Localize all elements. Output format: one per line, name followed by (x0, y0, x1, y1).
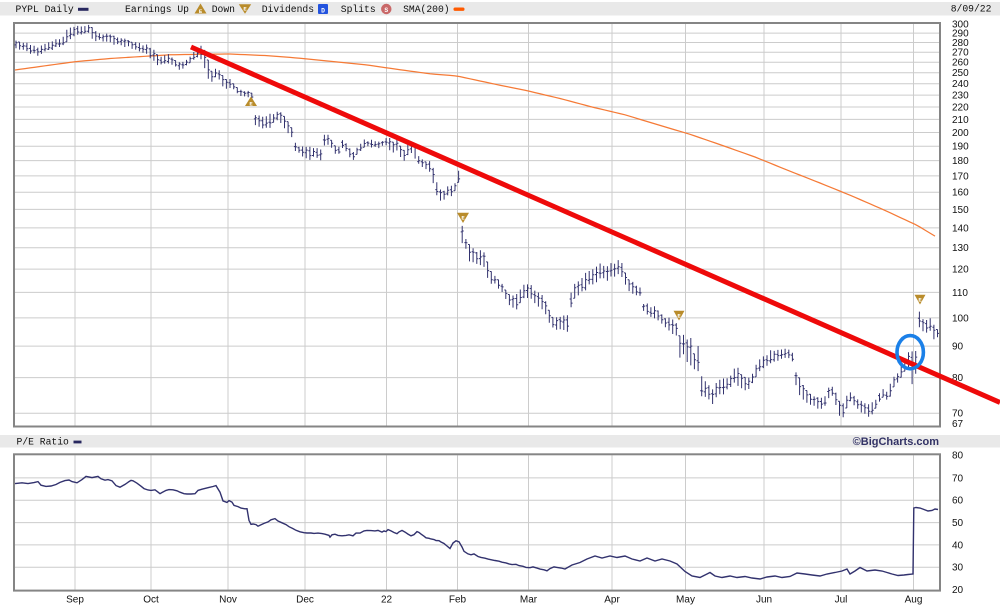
svg-text:May: May (676, 595, 695, 606)
svg-text:E: E (243, 6, 247, 13)
svg-text:150: 150 (952, 205, 969, 216)
svg-text:Nov: Nov (219, 595, 237, 606)
svg-text:P/E Ratio: P/E Ratio (17, 437, 70, 448)
svg-text:PYPL Daily: PYPL Daily (16, 4, 74, 15)
svg-text:140: 140 (952, 223, 969, 234)
svg-text:210: 210 (952, 115, 969, 126)
svg-text:Down: Down (212, 4, 235, 15)
svg-text:8/09/22: 8/09/22 (951, 3, 992, 14)
svg-text:260: 260 (952, 58, 969, 69)
svg-text:230: 230 (952, 90, 969, 101)
svg-text:80: 80 (952, 373, 964, 384)
svg-text:90: 90 (952, 341, 964, 352)
svg-text:200: 200 (952, 128, 969, 139)
svg-text:100: 100 (952, 313, 969, 324)
svg-text:240: 240 (952, 79, 969, 90)
svg-text:30: 30 (952, 563, 964, 574)
svg-text:E: E (199, 8, 203, 15)
svg-text:110: 110 (952, 288, 968, 299)
svg-text:67: 67 (952, 419, 964, 430)
svg-text:40: 40 (952, 540, 964, 551)
svg-text:170: 170 (952, 171, 969, 182)
svg-text:280: 280 (952, 38, 969, 49)
svg-text:130: 130 (952, 243, 969, 254)
svg-text:290: 290 (952, 28, 969, 39)
svg-text:22: 22 (381, 595, 393, 606)
svg-text:50: 50 (952, 518, 964, 529)
svg-text:E: E (461, 215, 465, 222)
svg-text:70: 70 (952, 409, 964, 420)
svg-text:E: E (249, 100, 253, 107)
svg-text:E: E (918, 296, 922, 303)
svg-text:S: S (384, 7, 388, 14)
svg-text:Apr: Apr (604, 595, 620, 606)
svg-text:SMA(200): SMA(200) (403, 4, 450, 15)
svg-text:70: 70 (952, 473, 964, 484)
svg-text:Mar: Mar (520, 595, 538, 606)
svg-text:Feb: Feb (449, 595, 467, 606)
svg-text:270: 270 (952, 48, 969, 59)
svg-text:Aug: Aug (905, 595, 923, 606)
svg-text:120: 120 (952, 265, 969, 276)
svg-text:Jun: Jun (756, 595, 772, 606)
svg-text:180: 180 (952, 156, 969, 167)
svg-text:Splits: Splits (341, 4, 376, 15)
svg-text:220: 220 (952, 102, 969, 113)
svg-text:190: 190 (952, 142, 969, 153)
svg-text:Oct: Oct (143, 595, 159, 606)
svg-text:300: 300 (952, 19, 969, 30)
svg-text:Sep: Sep (66, 595, 84, 606)
svg-text:E: E (677, 312, 681, 319)
svg-text:Dividends: Dividends (262, 4, 315, 15)
svg-text:160: 160 (952, 188, 969, 199)
svg-text:20: 20 (952, 585, 964, 596)
svg-text:250: 250 (952, 68, 969, 79)
svg-text:D: D (321, 7, 325, 14)
svg-text:©BigCharts.com: ©BigCharts.com (853, 436, 940, 448)
svg-text:Jul: Jul (835, 595, 848, 606)
svg-text:Dec: Dec (296, 595, 314, 606)
svg-text:80: 80 (952, 451, 964, 462)
svg-text:Earnings Up: Earnings Up (125, 4, 189, 15)
svg-text:60: 60 (952, 496, 964, 507)
